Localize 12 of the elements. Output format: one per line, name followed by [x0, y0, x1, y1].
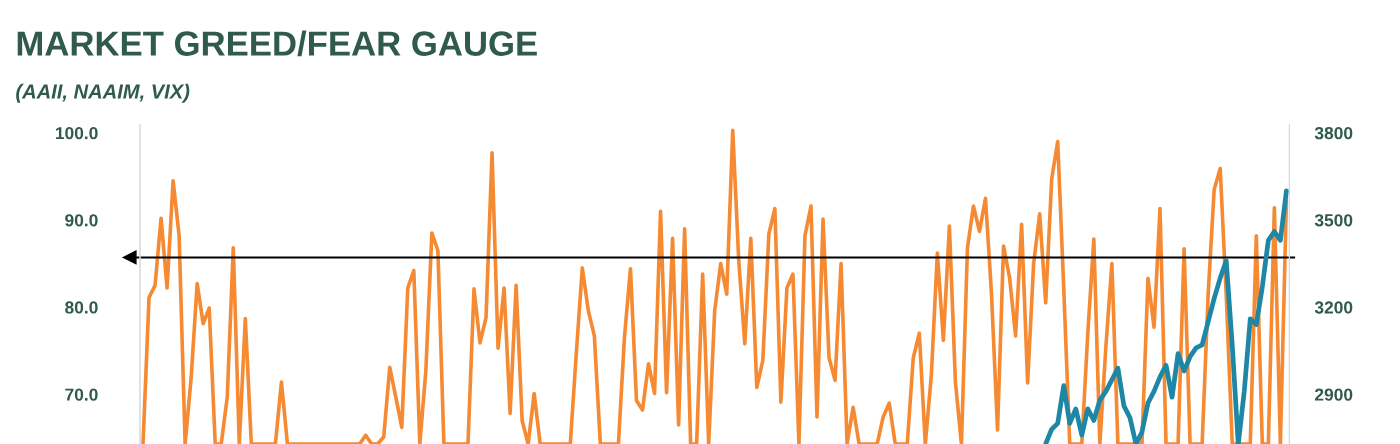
- line-series: [1043, 188, 1289, 444]
- y-tick-label: 90.0: [65, 214, 98, 227]
- line-series: [141, 128, 1289, 444]
- chart-subtitle: (AAII, NAAIM, VIX): [16, 83, 190, 103]
- chart-title: MARKET GREED/FEAR GAUGE: [17, 30, 537, 57]
- y-tick-label: 70.0: [65, 388, 98, 401]
- y2-tick-label: 3800: [1314, 127, 1353, 140]
- y2-tick-label: 3200: [1314, 301, 1353, 314]
- y-tick-label: 80.0: [65, 301, 98, 314]
- y2-tick-label: 3500: [1314, 214, 1353, 227]
- y2-tick-label: 2900: [1315, 388, 1353, 401]
- y-tick-label: 100.0: [55, 127, 98, 140]
